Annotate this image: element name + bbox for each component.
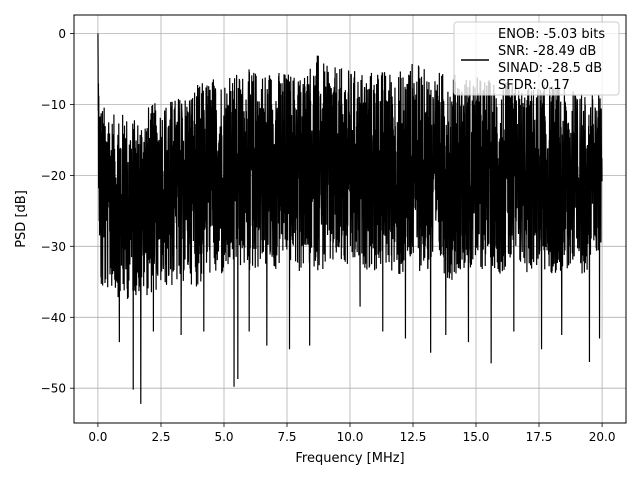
- legend-line-sfdr: SFDR: 0.17: [498, 78, 570, 93]
- x-tick-label: 2.5: [151, 430, 170, 444]
- x-tick-label: 12.5: [400, 430, 427, 444]
- y-tick-label: −20: [41, 169, 66, 183]
- x-axis-label: Frequency [MHz]: [295, 451, 404, 466]
- y-tick-layer: 0 −10 −20 −30 −40 −50: [41, 27, 74, 396]
- x-tick-label: 10.0: [337, 430, 364, 444]
- y-tick-label: −10: [41, 98, 66, 112]
- y-tick-label: −50: [41, 382, 66, 396]
- x-tick-label: 17.5: [526, 430, 553, 444]
- y-axis-label: PSD [dB]: [14, 190, 29, 248]
- x-tick-layer: 0.0 2.5 5.0 7.5 10.0 12.5 15.0 17.5 20.0: [88, 423, 615, 444]
- legend-line-snr: SNR: -28.49 dB: [498, 44, 596, 59]
- x-tick-label: 0.0: [88, 430, 107, 444]
- x-tick-label: 20.0: [589, 430, 616, 444]
- y-tick-label: 0: [58, 27, 66, 41]
- y-tick-label: −40: [41, 311, 66, 325]
- y-tick-label: −30: [41, 240, 66, 254]
- legend-box: [453, 21, 620, 96]
- legend: ENOB: -5.03 bits SNR: -28.49 dB SINAD: -…: [453, 21, 620, 96]
- x-tick-label: 5.0: [214, 430, 233, 444]
- legend-line-enob: ENOB: -5.03 bits: [498, 27, 605, 42]
- legend-label: ENOB: -5.03 bits SNR: -28.49 dB SINAD: -…: [498, 27, 609, 93]
- x-tick-label: 15.0: [463, 430, 490, 444]
- x-tick-label: 7.5: [277, 430, 296, 444]
- psd-series-line: [97, 33, 603, 404]
- legend-line-sinad: SINAD: -28.5 dB: [498, 61, 602, 76]
- data-layer: [97, 33, 603, 404]
